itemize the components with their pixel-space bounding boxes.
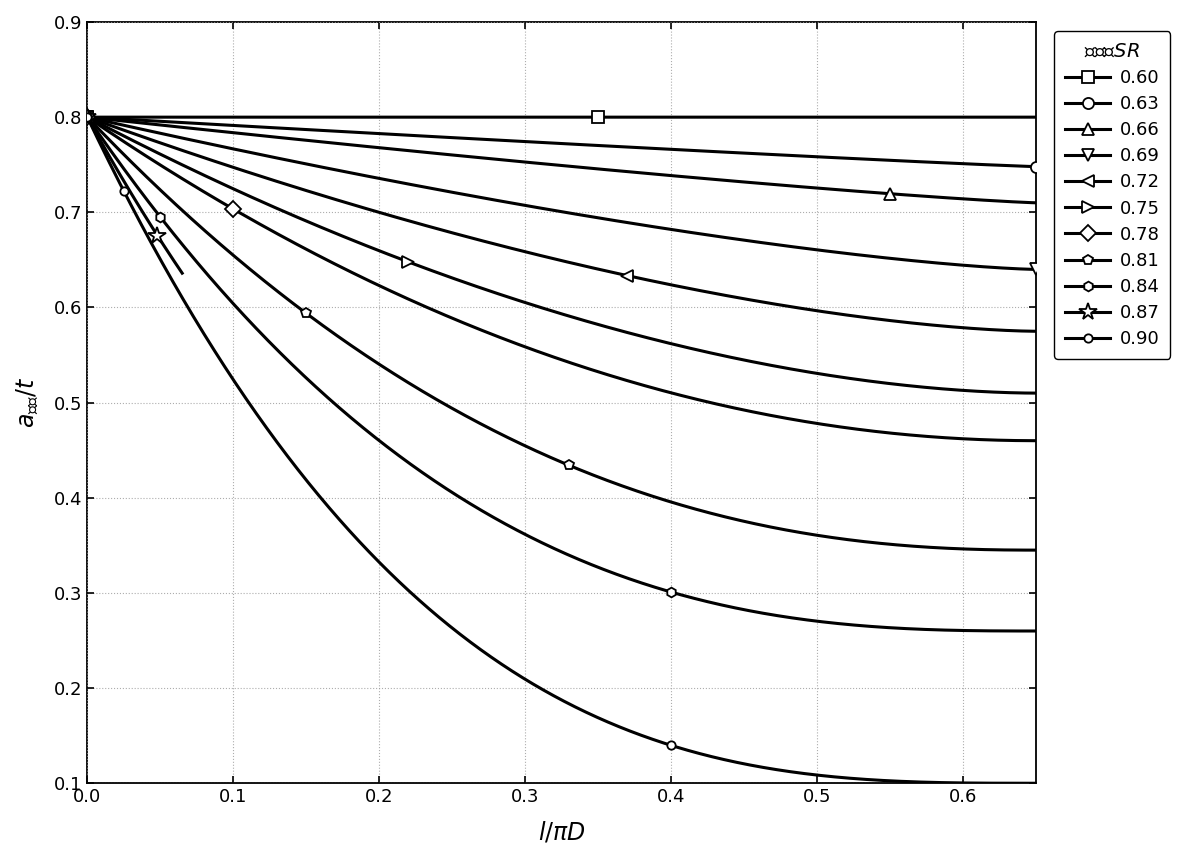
Legend: 0.60, 0.63, 0.66, 0.69, 0.72, 0.75, 0.78, 0.81, 0.84, 0.87, 0.90: 0.60, 0.63, 0.66, 0.69, 0.72, 0.75, 0.78… [1055,31,1171,359]
Y-axis label: $a_{允许}/t$: $a_{允许}/t$ [15,377,40,428]
X-axis label: $l/\pi D$: $l/\pi D$ [538,820,585,845]
